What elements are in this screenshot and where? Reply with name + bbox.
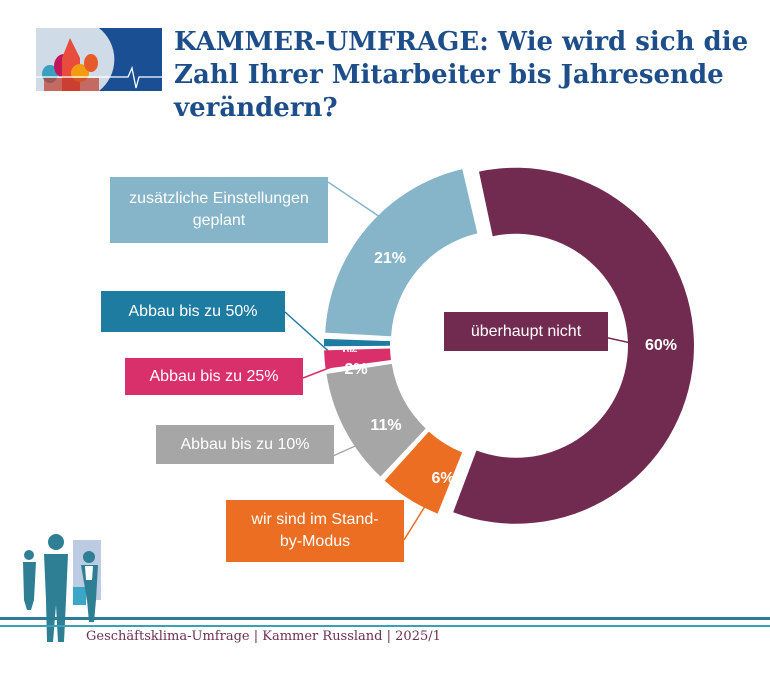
slice-abbau-50 <box>324 338 391 347</box>
callout-abbau-50: Abbau bis zu 50% <box>101 291 285 332</box>
legend-label: wir sind im Stand-by-Modus <box>251 511 379 550</box>
legend-label: überhaupt nicht <box>470 322 582 340</box>
legend-label: Abbau bis zu 10% <box>180 435 310 453</box>
data-label-21: 21% <box>373 250 407 267</box>
footer-source: Geschäftsklima-Umfrage | Kammer Russland… <box>86 629 441 644</box>
legend-label: Abbau bis zu 25% <box>149 367 279 385</box>
leader-line <box>327 181 381 218</box>
legend-label: zusätzliche Einstellungen geplant <box>129 190 309 229</box>
callout-zusaetzliche: zusätzliche Einstellungen geplant <box>110 177 328 243</box>
people-illustration <box>23 534 101 642</box>
footer-divider <box>0 625 770 627</box>
slice-zusaetzliche <box>325 169 478 337</box>
data-label-6: 6% <box>431 470 455 487</box>
logo-image <box>36 28 162 91</box>
callout-abbau-25: Abbau bis zu 25% <box>125 358 303 395</box>
legend-label: Abbau bis zu 50% <box>128 302 258 320</box>
page-title: KAMMER-UMFRAGE: Wie wird sich die Zahl I… <box>174 27 749 123</box>
slice-standby <box>384 431 463 514</box>
data-label-2: 2% <box>344 361 368 378</box>
callout-ueberhaupt-nicht: überhaupt nicht <box>444 312 608 351</box>
callout-standby: wir sind im Stand-by-Modus <box>226 500 404 562</box>
data-label-60: 60% <box>644 337 678 354</box>
data-label-11: 11% <box>370 417 402 434</box>
slice-abbau-25 <box>324 348 391 369</box>
slice-abbau-10 <box>326 363 426 477</box>
footer-divider <box>0 617 770 620</box>
callout-abbau-10: Abbau bis zu 10% <box>156 425 334 464</box>
slice-ueberhaupt-nicht <box>453 167 694 524</box>
data-label-1: 1% <box>340 345 357 352</box>
leader-line <box>284 311 336 358</box>
